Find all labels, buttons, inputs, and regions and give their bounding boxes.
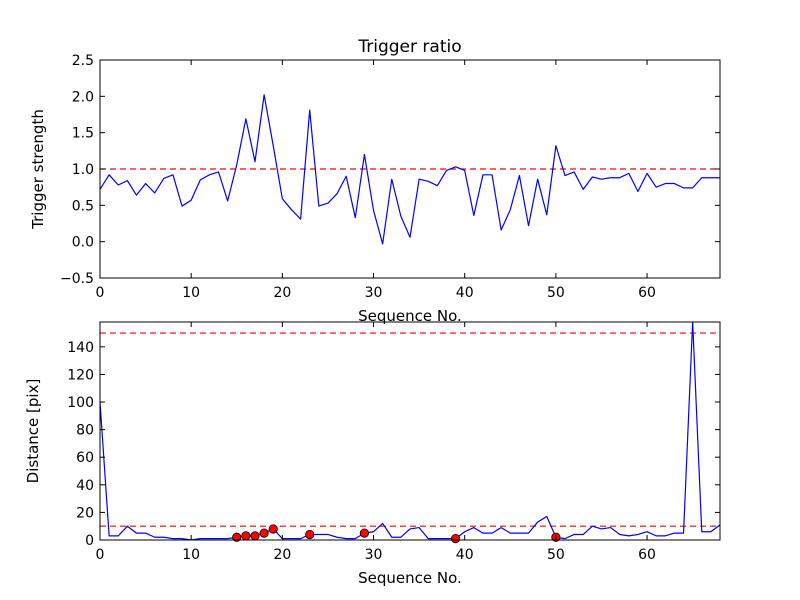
bottom-y-tick-label-3: 60	[76, 450, 94, 466]
bottom-marker-point-1	[241, 531, 251, 541]
distance-plot: 0 10 20 30 40 50 60 0 20 40 60 80 100 120 140 Sequence …	[24, 321, 721, 587]
bottom-x-tick-label-2: 20	[273, 547, 291, 563]
bottom-y-tick-label-2: 40	[76, 478, 94, 494]
top-x-axis-label: Sequence No.	[358, 307, 462, 325]
bottom-x-tick-label-5: 50	[547, 547, 565, 563]
bottom-y-tick-label-7: 140	[67, 340, 94, 356]
bottom-x-tick-label-4: 40	[456, 547, 474, 563]
top-x-tick-label-3: 30	[365, 285, 383, 301]
bottom-y-tick-label-1: 20	[76, 505, 94, 521]
top-series-line-0	[100, 94, 720, 245]
top-y-tick-label-3: 1.0	[72, 162, 94, 178]
bottom-marker-point-3	[259, 528, 269, 538]
top-x-tick-label-0: 0	[96, 285, 105, 301]
top-y-axis-label: Trigger strength	[29, 109, 47, 230]
top-x-tick-label-5: 50	[547, 285, 565, 301]
top-x-tick-label-6: 60	[638, 285, 656, 301]
bottom-x-axis-label: Sequence No.	[358, 569, 462, 587]
top-y-tick-label-5: 2.0	[72, 89, 94, 105]
bottom-x-tick-label-1: 10	[182, 547, 200, 563]
top-x-tick-label-2: 20	[273, 285, 291, 301]
top-x-tick-label-1: 10	[182, 285, 200, 301]
bottom-x-tick-label-3: 30	[365, 547, 383, 563]
bottom-y-axis-label: Distance [pix]	[24, 379, 42, 484]
top-y-tick-label-4: 1.5	[72, 126, 94, 142]
bottom-marker-point-6	[359, 528, 370, 538]
bottom-marker-point-5	[305, 529, 315, 540]
top-y-tick-label-1: 0.0	[72, 235, 94, 251]
bottom-marker-point-7	[450, 534, 461, 544]
bottom-y-tick-label-6: 120	[67, 367, 94, 383]
top-y-tick-label-0: −0.5	[60, 271, 94, 287]
bottom-axes-frame	[99, 321, 721, 541]
bottom-x-tick-label-0: 0	[96, 547, 105, 563]
bottom-y-tick-label-0: 0	[85, 533, 94, 549]
bottom-x-tick-label-6: 60	[638, 547, 656, 563]
bottom-marker-point-2	[250, 531, 260, 541]
top-chart-title: Trigger ratio	[357, 37, 461, 57]
top-y-tick-label-2: 0.5	[72, 198, 94, 214]
bottom-marker-point-4	[268, 524, 278, 534]
trigger-ratio-plot: 0 10 20 30 40 50 60 −0.5 0.0 0.5 1.0 1.5 2.0 2.5 Seque…	[29, 37, 721, 325]
bottom-series-line-0	[100, 322, 720, 540]
top-y-tick-label-6: 2.5	[72, 53, 94, 69]
top-x-tick-label-4: 40	[456, 285, 474, 301]
bottom-y-tick-label-5: 100	[67, 395, 94, 411]
bottom-y-tick-label-4: 80	[76, 423, 94, 439]
bottom-marker-point-0	[232, 532, 242, 542]
